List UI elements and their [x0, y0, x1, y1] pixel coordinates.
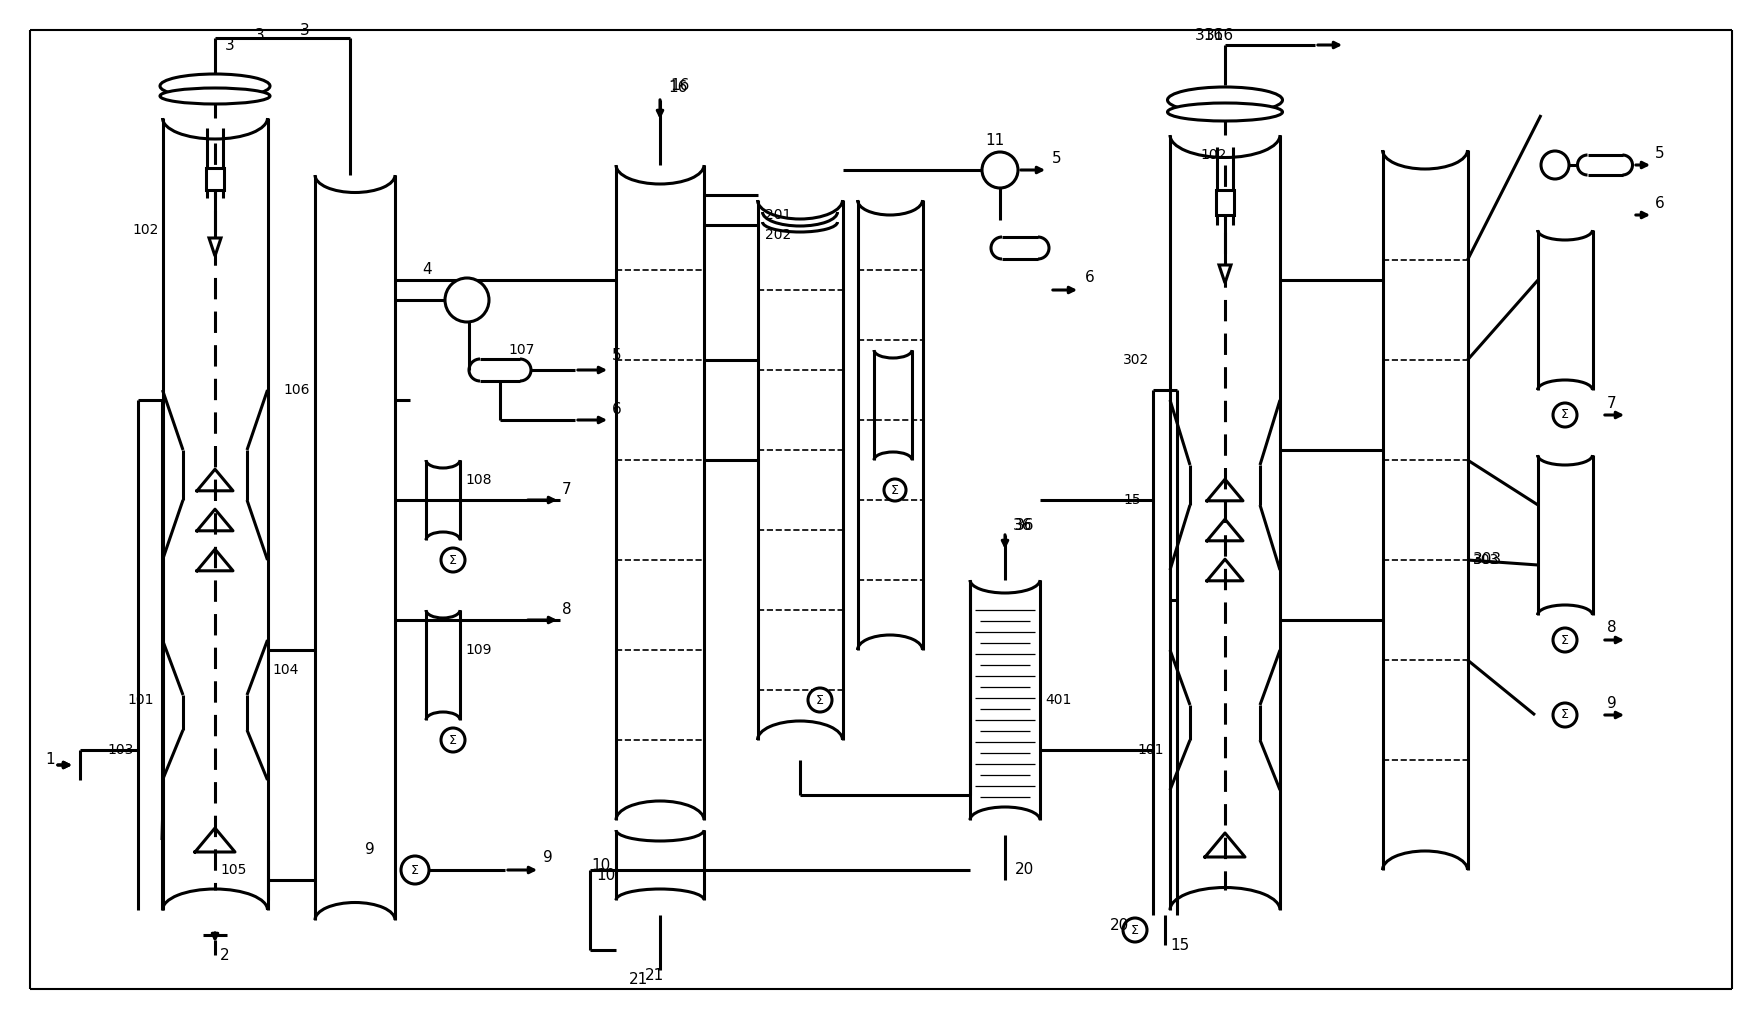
Text: 16: 16 — [668, 79, 687, 95]
Text: 104: 104 — [273, 663, 300, 677]
Text: 316: 316 — [1195, 28, 1225, 43]
Text: 106: 106 — [284, 383, 310, 397]
Text: 21: 21 — [645, 967, 664, 982]
Circle shape — [440, 728, 465, 752]
Text: 201: 201 — [765, 208, 791, 222]
Circle shape — [446, 278, 490, 322]
Circle shape — [402, 856, 428, 884]
Ellipse shape — [1168, 87, 1283, 113]
Text: 6: 6 — [1085, 270, 1094, 285]
Text: 102: 102 — [1200, 148, 1226, 162]
Text: Σ: Σ — [449, 734, 456, 747]
Polygon shape — [210, 238, 220, 256]
Text: 103: 103 — [107, 743, 134, 757]
Circle shape — [1552, 703, 1577, 727]
Ellipse shape — [1168, 103, 1283, 121]
Text: Σ: Σ — [1131, 923, 1138, 936]
Text: Σ: Σ — [449, 553, 456, 567]
Text: 9: 9 — [543, 851, 553, 865]
Text: 36: 36 — [1013, 518, 1033, 533]
Text: 8: 8 — [562, 602, 571, 618]
Circle shape — [809, 688, 832, 712]
Text: 102: 102 — [132, 223, 159, 237]
Text: 7: 7 — [1607, 395, 1616, 411]
Circle shape — [1552, 628, 1577, 652]
Text: Σ: Σ — [1561, 634, 1568, 646]
Text: Σ: Σ — [1561, 708, 1568, 721]
Text: 401: 401 — [1045, 693, 1071, 707]
Text: 101: 101 — [1138, 743, 1165, 757]
Ellipse shape — [160, 74, 270, 98]
Circle shape — [1122, 918, 1147, 942]
Text: 109: 109 — [465, 643, 492, 657]
Text: Σ: Σ — [1561, 409, 1568, 422]
Text: 5: 5 — [1052, 151, 1062, 165]
Text: 8: 8 — [1607, 621, 1616, 636]
Text: Σ: Σ — [411, 863, 419, 876]
Text: 9: 9 — [1607, 696, 1618, 710]
Text: 21: 21 — [629, 972, 648, 987]
Text: 108: 108 — [465, 473, 492, 487]
Polygon shape — [1219, 265, 1232, 283]
Text: 16: 16 — [670, 77, 689, 93]
Text: Σ: Σ — [892, 483, 899, 496]
Text: 3: 3 — [226, 38, 234, 53]
Circle shape — [885, 479, 906, 501]
Text: 105: 105 — [220, 863, 247, 877]
Text: 303: 303 — [1473, 552, 1501, 568]
Circle shape — [1552, 403, 1577, 427]
Text: 9: 9 — [365, 843, 375, 858]
Ellipse shape — [160, 88, 270, 104]
Text: 2: 2 — [220, 948, 229, 963]
Text: 3: 3 — [300, 22, 310, 38]
Text: 5: 5 — [1655, 146, 1665, 161]
Text: 3: 3 — [255, 28, 264, 43]
Text: 302: 302 — [1122, 353, 1149, 367]
Text: 15: 15 — [1170, 937, 1189, 953]
Text: 101: 101 — [127, 693, 153, 707]
Text: 6: 6 — [1655, 196, 1665, 211]
Text: 7: 7 — [562, 483, 571, 497]
Text: 11: 11 — [985, 132, 1004, 148]
Circle shape — [1542, 151, 1568, 179]
Text: 316: 316 — [1205, 28, 1233, 43]
Text: 10: 10 — [592, 858, 611, 872]
Circle shape — [440, 548, 465, 572]
Circle shape — [981, 152, 1018, 187]
Text: Σ: Σ — [816, 694, 825, 706]
Text: 5: 5 — [611, 347, 622, 363]
Text: 202: 202 — [765, 228, 791, 242]
Text: 20: 20 — [1110, 917, 1129, 932]
Text: 1: 1 — [46, 752, 55, 767]
Text: 36: 36 — [1015, 518, 1034, 533]
Text: 20: 20 — [1015, 862, 1034, 877]
Text: 10: 10 — [596, 867, 615, 882]
Bar — [206, 168, 224, 190]
Text: 15: 15 — [1122, 493, 1140, 507]
Text: 4: 4 — [423, 263, 432, 277]
Text: 6: 6 — [611, 403, 622, 418]
Bar — [1216, 190, 1233, 215]
Text: 107: 107 — [507, 343, 534, 357]
Text: 303: 303 — [1473, 553, 1499, 567]
